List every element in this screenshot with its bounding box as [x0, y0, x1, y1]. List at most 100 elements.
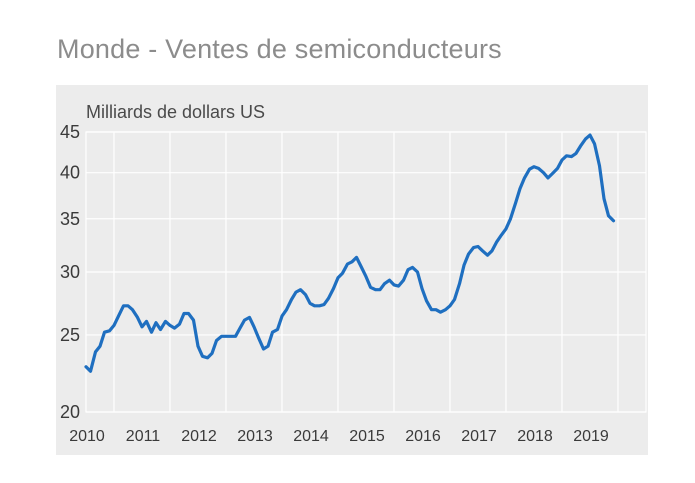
data-point	[131, 309, 134, 311]
data-point	[453, 298, 456, 301]
data-point	[108, 330, 111, 332]
x-tick-label: 2011	[126, 428, 161, 445]
data-point	[178, 323, 181, 325]
data-point	[271, 331, 274, 333]
data-point	[533, 166, 535, 168]
data-point	[337, 277, 339, 279]
data-point	[341, 272, 344, 274]
data-point	[309, 302, 311, 304]
data-point	[145, 320, 148, 323]
x-tick-label: 2016	[405, 428, 441, 445]
data-point	[351, 261, 353, 263]
x-tick-label: 2010	[69, 428, 105, 445]
x-tick-label: 2018	[517, 428, 553, 445]
data-point	[159, 328, 162, 331]
data-point	[215, 339, 218, 342]
data-point	[281, 315, 283, 317]
data-point	[304, 293, 307, 296]
data-point	[542, 172, 545, 174]
data-point	[411, 266, 414, 269]
data-point	[192, 319, 195, 321]
data-point	[607, 215, 610, 217]
data-point	[299, 289, 302, 291]
data-point	[201, 355, 204, 357]
data-point	[407, 269, 409, 271]
data-point	[164, 320, 167, 323]
data-point	[379, 289, 381, 291]
data-point	[248, 316, 251, 319]
data-point	[416, 271, 419, 273]
data-point	[150, 331, 153, 333]
data-point	[528, 168, 531, 170]
data-point	[598, 165, 601, 167]
x-tick-label: 2012	[181, 428, 217, 445]
data-point	[593, 143, 596, 145]
data-point	[323, 303, 325, 306]
x-axis-ticks: 2010 2011 2012 2013 2014 2015 2016 2017 2018 2019	[69, 428, 609, 445]
data-point	[183, 312, 185, 315]
data-point	[211, 352, 213, 354]
data-point	[547, 177, 549, 179]
data-point	[313, 305, 316, 307]
page-title: Monde - Ventes de semiconducteurs	[57, 34, 502, 64]
data-point	[197, 345, 199, 347]
data-point	[276, 328, 279, 331]
data-point	[477, 245, 479, 248]
data-point	[332, 287, 335, 290]
data-point	[556, 167, 559, 169]
data-point	[262, 348, 265, 350]
data-point	[481, 250, 484, 252]
data-point	[103, 331, 106, 333]
data-point	[257, 337, 260, 339]
data-point	[89, 370, 92, 372]
data-point	[383, 283, 386, 285]
data-point	[122, 305, 125, 307]
data-point	[603, 198, 605, 200]
data-point	[425, 300, 428, 302]
data-point	[444, 309, 447, 311]
x-tick-label: 2013	[237, 428, 273, 445]
data-point	[509, 218, 512, 220]
data-point	[295, 291, 297, 293]
data-point	[570, 156, 573, 158]
data-point	[355, 256, 358, 258]
data-point	[495, 241, 498, 243]
x-tick-label: 2019	[573, 428, 609, 445]
data-point	[561, 159, 563, 161]
data-point	[94, 351, 97, 353]
y-tick-label: 20	[60, 402, 80, 422]
data-point	[365, 276, 367, 278]
data-point	[463, 264, 465, 266]
data-point	[388, 279, 391, 281]
y-tick-label: 40	[60, 163, 80, 183]
y-tick-label: 45	[60, 122, 80, 142]
x-tick-label: 2014	[293, 428, 329, 445]
data-point	[220, 335, 223, 337]
data-point	[187, 312, 190, 315]
data-point	[584, 138, 587, 140]
data-point	[402, 279, 405, 281]
data-point	[519, 187, 521, 190]
data-point	[397, 285, 400, 287]
y-axis-ticks: 20 25 30 35 40 45	[60, 122, 80, 422]
data-point	[565, 155, 568, 157]
data-point	[141, 326, 143, 328]
data-point	[472, 246, 475, 249]
data-point	[486, 254, 489, 256]
data-point	[127, 305, 129, 307]
chart-panel	[56, 85, 648, 455]
data-point	[327, 297, 330, 299]
data-point	[491, 250, 493, 252]
data-point	[113, 324, 115, 327]
data-point	[346, 263, 349, 265]
data-point	[449, 305, 451, 307]
data-point	[612, 220, 615, 222]
data-point	[435, 309, 437, 311]
data-point	[393, 284, 395, 286]
series-line	[84, 133, 616, 373]
data-point	[439, 311, 442, 313]
y-tick-label: 35	[60, 209, 80, 229]
data-point	[253, 326, 255, 328]
data-point	[290, 298, 293, 301]
